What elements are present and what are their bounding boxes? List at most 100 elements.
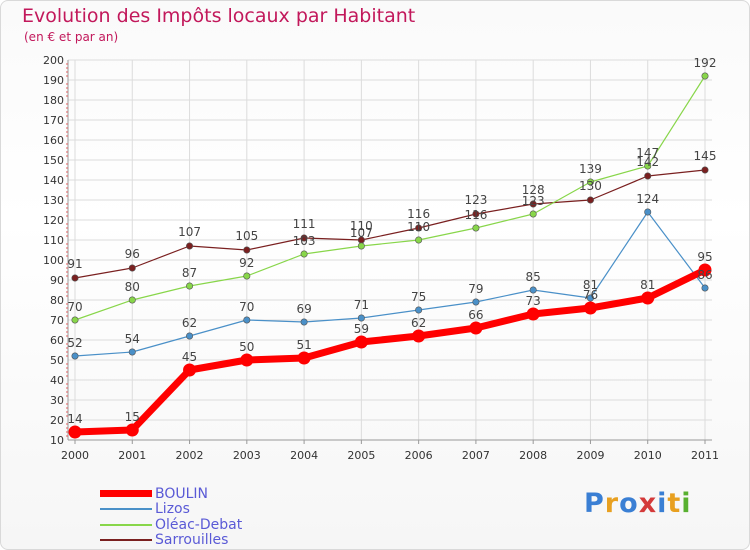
data-point — [186, 282, 194, 290]
series-line-sarrouilles — [74, 169, 706, 279]
y-tick-label: 180 — [43, 94, 64, 107]
y-tick-label: 120 — [43, 214, 64, 227]
data-label: 124 — [636, 192, 659, 206]
legend-swatch-lizos — [100, 508, 152, 511]
x-tick-label: 2009 — [576, 449, 604, 462]
chart-title: Evolution des Impôts locaux par Habitant — [22, 5, 416, 27]
data-point — [128, 348, 136, 356]
data-label: 52 — [67, 336, 82, 350]
x-tick-label: 2001 — [118, 449, 146, 462]
x-tick-label: 2007 — [462, 449, 490, 462]
data-point — [68, 425, 82, 439]
data-point — [300, 234, 308, 242]
data-point — [300, 250, 308, 258]
data-point — [243, 246, 251, 254]
data-point — [701, 166, 709, 174]
y-tick-label: 160 — [43, 134, 64, 147]
series-layer — [68, 72, 712, 439]
data-label: 15 — [125, 410, 140, 424]
data-label: 103 — [293, 234, 316, 248]
data-point — [71, 352, 79, 360]
legend-item: Oléac-Debat — [100, 517, 242, 533]
data-label: 142 — [636, 155, 659, 169]
data-point — [586, 178, 594, 186]
data-point — [415, 236, 423, 244]
data-point — [586, 196, 594, 204]
data-label: 76 — [583, 288, 598, 302]
y-tick-label: 30 — [50, 394, 64, 407]
data-label: 59 — [354, 322, 369, 336]
series-line-ol-ac-debat — [74, 75, 706, 321]
y-tick-label: 80 — [50, 294, 64, 307]
data-label: 91 — [67, 257, 82, 271]
data-label: 95 — [697, 250, 712, 264]
x-tick-label: 2011 — [691, 449, 719, 462]
y-tick-label: 10 — [50, 434, 64, 447]
data-label: 62 — [182, 316, 197, 330]
data-label: 45 — [182, 350, 197, 364]
legend: BOULIN Lizos Oléac-Debat Sarrouilles — [100, 486, 242, 548]
logo-letter: r — [604, 488, 620, 519]
series-line-boulin — [74, 266, 707, 436]
data-label: 70 — [239, 300, 254, 314]
data-point — [472, 298, 480, 306]
data-point — [415, 224, 423, 232]
y-tick-label: 110 — [43, 234, 64, 247]
logo-letter: i — [657, 488, 668, 519]
data-label: 51 — [296, 338, 311, 352]
logo-letter: o — [619, 488, 639, 519]
y-tick-label: 200 — [43, 54, 64, 67]
legend-swatch-boulin — [100, 490, 152, 498]
data-point — [357, 314, 365, 322]
y-tick-label: 170 — [43, 114, 64, 127]
data-point — [469, 321, 483, 335]
x-tick-label: 2004 — [290, 449, 318, 462]
logo-letter: t — [667, 488, 682, 519]
legend-swatch-sarrouilles — [100, 539, 152, 542]
data-label: 80 — [125, 280, 140, 294]
data-label: 87 — [182, 266, 197, 280]
data-point — [644, 172, 652, 180]
data-point — [243, 316, 251, 324]
data-point — [186, 332, 194, 340]
data-point — [641, 291, 655, 305]
y-tick-label: 100 — [43, 254, 64, 267]
data-point — [357, 242, 365, 250]
data-point — [128, 296, 136, 304]
grid-lines — [68, 59, 712, 441]
data-label: 73 — [526, 294, 541, 308]
data-label: 107 — [178, 225, 201, 239]
x-tick-label: 2008 — [519, 449, 547, 462]
logo-letter: x — [638, 488, 658, 519]
x-tick-label: 2000 — [61, 449, 89, 462]
legend-item: Lizos — [100, 501, 242, 517]
data-label: 116 — [407, 207, 430, 221]
data-label: 92 — [239, 256, 254, 270]
data-label: 139 — [579, 162, 602, 176]
data-point — [698, 263, 712, 277]
y-tick-label: 140 — [43, 174, 64, 187]
data-point — [71, 316, 79, 324]
data-label: 70 — [67, 300, 82, 314]
data-point — [529, 200, 537, 208]
x-tick-label: 2002 — [176, 449, 204, 462]
data-point — [586, 294, 594, 302]
data-label: 85 — [526, 270, 541, 284]
y-tick-label: 20 — [50, 414, 64, 427]
data-label: 14 — [67, 412, 82, 426]
legend-item: BOULIN — [100, 486, 242, 502]
data-point — [529, 286, 537, 294]
data-label: 123 — [464, 193, 487, 207]
data-point — [412, 329, 426, 343]
data-label: 79 — [468, 282, 483, 296]
legend-swatch-oleac-debat — [100, 523, 152, 526]
data-label: 71 — [354, 298, 369, 312]
data-point — [354, 335, 368, 349]
data-label: 145 — [694, 149, 717, 163]
x-tick-label: 2010 — [634, 449, 662, 462]
data-point — [701, 284, 709, 292]
data-label: 50 — [239, 340, 254, 354]
y-tick-label: 60 — [50, 334, 64, 347]
